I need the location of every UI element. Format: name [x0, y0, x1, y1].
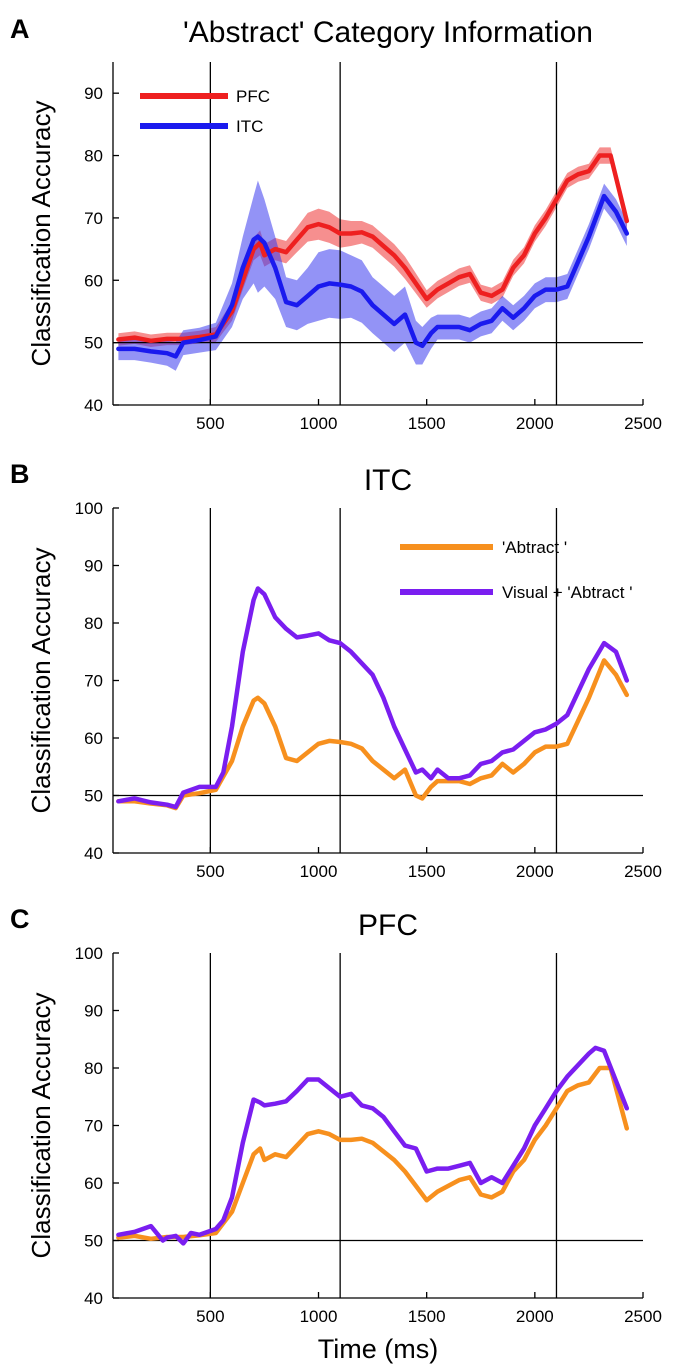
- panel-title: ITC: [364, 464, 412, 497]
- y-axis-label: Classification Accuracy: [26, 548, 56, 814]
- y-tick-label: 80: [84, 614, 103, 633]
- legend-label: 'Abtract ': [502, 538, 567, 557]
- y-tick-label: 70: [84, 209, 103, 228]
- series-band-0: [118, 147, 627, 347]
- series-line-1: [116, 1045, 630, 1246]
- y-tick-label: 50: [84, 334, 103, 353]
- x-axis-label: Time (ms): [318, 1334, 438, 1364]
- series-line-0: [116, 658, 630, 811]
- panel-letter: A: [10, 14, 30, 44]
- y-tick-label: 40: [84, 844, 103, 863]
- x-tick-label: 2000: [516, 414, 554, 433]
- panel-letter: B: [10, 459, 30, 489]
- y-tick-label: 60: [84, 1174, 103, 1193]
- y-tick-label: 50: [84, 1232, 103, 1251]
- x-tick-label: 2000: [516, 862, 554, 881]
- series-line-1: [116, 586, 630, 810]
- x-tick-label: 1500: [408, 414, 446, 433]
- legend-label: Visual + 'Abtract ': [502, 583, 632, 602]
- x-tick-label: 1500: [408, 1307, 446, 1326]
- y-axis-label: Classification Accuracy: [26, 101, 56, 367]
- x-tick-label: 2500: [624, 862, 662, 881]
- y-tick-label: 60: [84, 729, 103, 748]
- y-tick-label: 40: [84, 396, 103, 415]
- x-tick-label: 2000: [516, 1307, 554, 1326]
- panel-title: PFC: [358, 909, 418, 942]
- y-tick-label: 90: [84, 84, 103, 103]
- y-tick-label: 80: [84, 1059, 103, 1078]
- y-tick-label: 100: [75, 944, 103, 963]
- x-tick-label: 1500: [408, 862, 446, 881]
- series-band-1: [118, 180, 627, 371]
- x-tick-label: 1000: [300, 862, 338, 881]
- y-tick-label: 90: [84, 557, 103, 576]
- x-tick-label: 500: [196, 1307, 224, 1326]
- panel-b: B ITC 40 50 60 70 80 90 100 500 1000 1500 2000 2500 Cl…: [10, 459, 662, 881]
- x-tick-label: 2500: [624, 414, 662, 433]
- legend-label: ITC: [236, 117, 263, 136]
- y-tick-label: 90: [84, 1002, 103, 1021]
- series-line-1: [116, 193, 630, 359]
- x-tick-label: 1000: [300, 414, 338, 433]
- x-tick-label: 1000: [300, 1307, 338, 1326]
- x-tick-label: 500: [196, 862, 224, 881]
- y-tick-label: 80: [84, 147, 103, 166]
- series-line-0: [116, 1065, 630, 1242]
- legend: PFC ITC: [140, 87, 270, 136]
- y-tick-label: 70: [84, 672, 103, 691]
- y-tick-label: 100: [75, 499, 103, 518]
- legend-label: PFC: [236, 87, 270, 106]
- y-tick-label: 70: [84, 1117, 103, 1136]
- legend: 'Abtract ' Visual + 'Abtract ': [400, 538, 632, 602]
- x-tick-label: 500: [196, 414, 224, 433]
- panel-letter: C: [10, 904, 30, 934]
- y-tick-label: 50: [84, 787, 103, 806]
- y-tick-label: 40: [84, 1289, 103, 1308]
- panel-a: A 'Abstract' Category Information 40 50 60 70…: [10, 14, 662, 433]
- panel-c: C PFC 40 50 60 70 80 90 100 500 1000 1500 2000 2500 Cl…: [10, 904, 662, 1364]
- x-tick-label: 2500: [624, 1307, 662, 1326]
- series-line-0: [116, 153, 630, 344]
- y-tick-label: 60: [84, 271, 103, 290]
- y-axis-label: Classification Accuracy: [26, 993, 56, 1259]
- panel-title: 'Abstract' Category Information: [183, 16, 593, 49]
